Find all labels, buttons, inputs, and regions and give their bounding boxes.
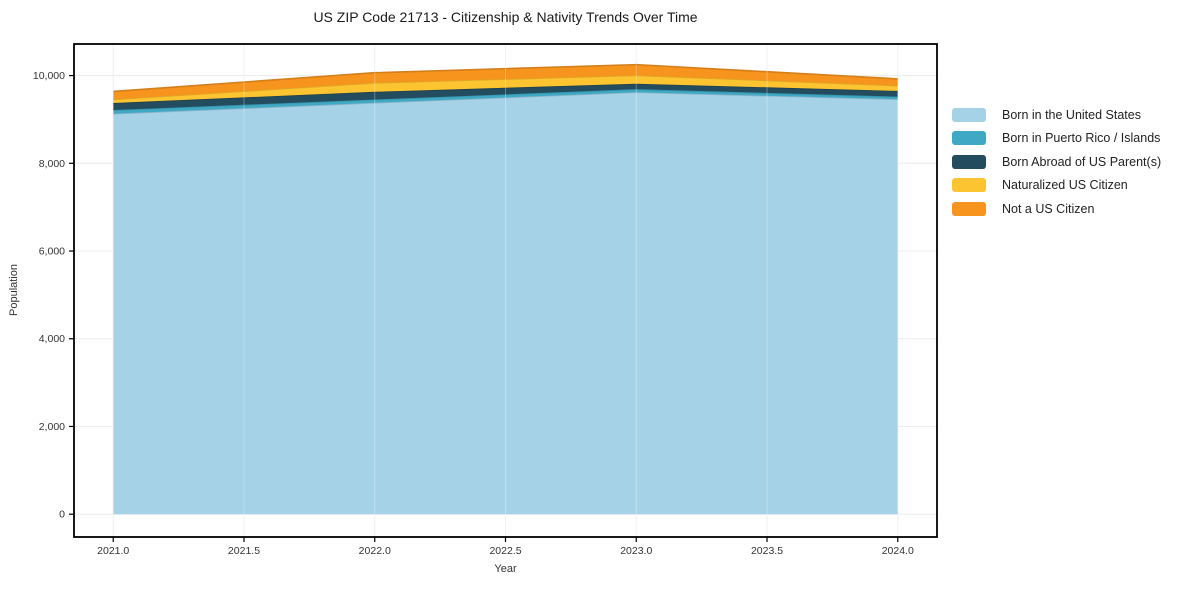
y-tick-label: 4,000 <box>39 333 65 345</box>
legend-item[interactable]: Born Abroad of US Parent(s) <box>952 150 1161 174</box>
area-born-abroad-of-us-parent-s- <box>113 83 898 111</box>
y-tick-label: 10,000 <box>33 70 65 82</box>
area-not-a-us-citizen <box>113 64 898 100</box>
legend-label: Naturalized US Citizen <box>1002 178 1128 193</box>
y-tick-label: 0 <box>59 509 65 521</box>
y-tick-label: 6,000 <box>39 246 65 258</box>
y-tick-label: 2,000 <box>39 421 65 433</box>
area-naturalized-us-citizen <box>113 75 898 103</box>
legend-swatch-icon <box>952 131 986 146</box>
y-axis-label: Population <box>8 264 20 316</box>
x-tick-label: 2023.0 <box>620 545 652 557</box>
x-axis-label: Year <box>494 563 517 575</box>
legend-item[interactable]: Naturalized US Citizen <box>952 174 1161 198</box>
legend-item[interactable]: Not a US Citizen <box>952 197 1161 221</box>
legend-item[interactable]: Born in Puerto Rico / Islands <box>952 127 1161 151</box>
chart-title: US ZIP Code 21713 - Citizenship & Nativi… <box>313 9 698 25</box>
x-tick-label: 2022.5 <box>489 545 521 557</box>
legend-swatch-icon <box>952 154 986 169</box>
legend-swatch-icon <box>952 201 986 216</box>
legend-label: Born in the United States <box>1002 107 1141 122</box>
area-edge-line <box>113 63 898 93</box>
legend-label: Not a US Citizen <box>1002 201 1095 216</box>
legend-swatch-icon <box>952 107 986 122</box>
legend-item[interactable]: Born in the United States <box>952 103 1161 127</box>
y-tick-label: 8,000 <box>39 158 65 170</box>
legend-swatch-icon <box>952 178 986 193</box>
x-tick-label: 2024.0 <box>882 545 914 557</box>
x-tick-label: 2023.5 <box>751 545 783 557</box>
x-tick-label: 2021.0 <box>97 545 129 557</box>
x-tick-label: 2021.5 <box>228 545 260 557</box>
legend: Born in the United States Born in Puerto … <box>952 103 1161 221</box>
legend-label: Born Abroad of US Parent(s) <box>1002 154 1162 169</box>
legend-label: Born in Puerto Rico / Islands <box>1002 131 1161 146</box>
x-tick-label: 2022.0 <box>359 545 391 557</box>
area-born-in-the-united-states <box>113 92 898 515</box>
